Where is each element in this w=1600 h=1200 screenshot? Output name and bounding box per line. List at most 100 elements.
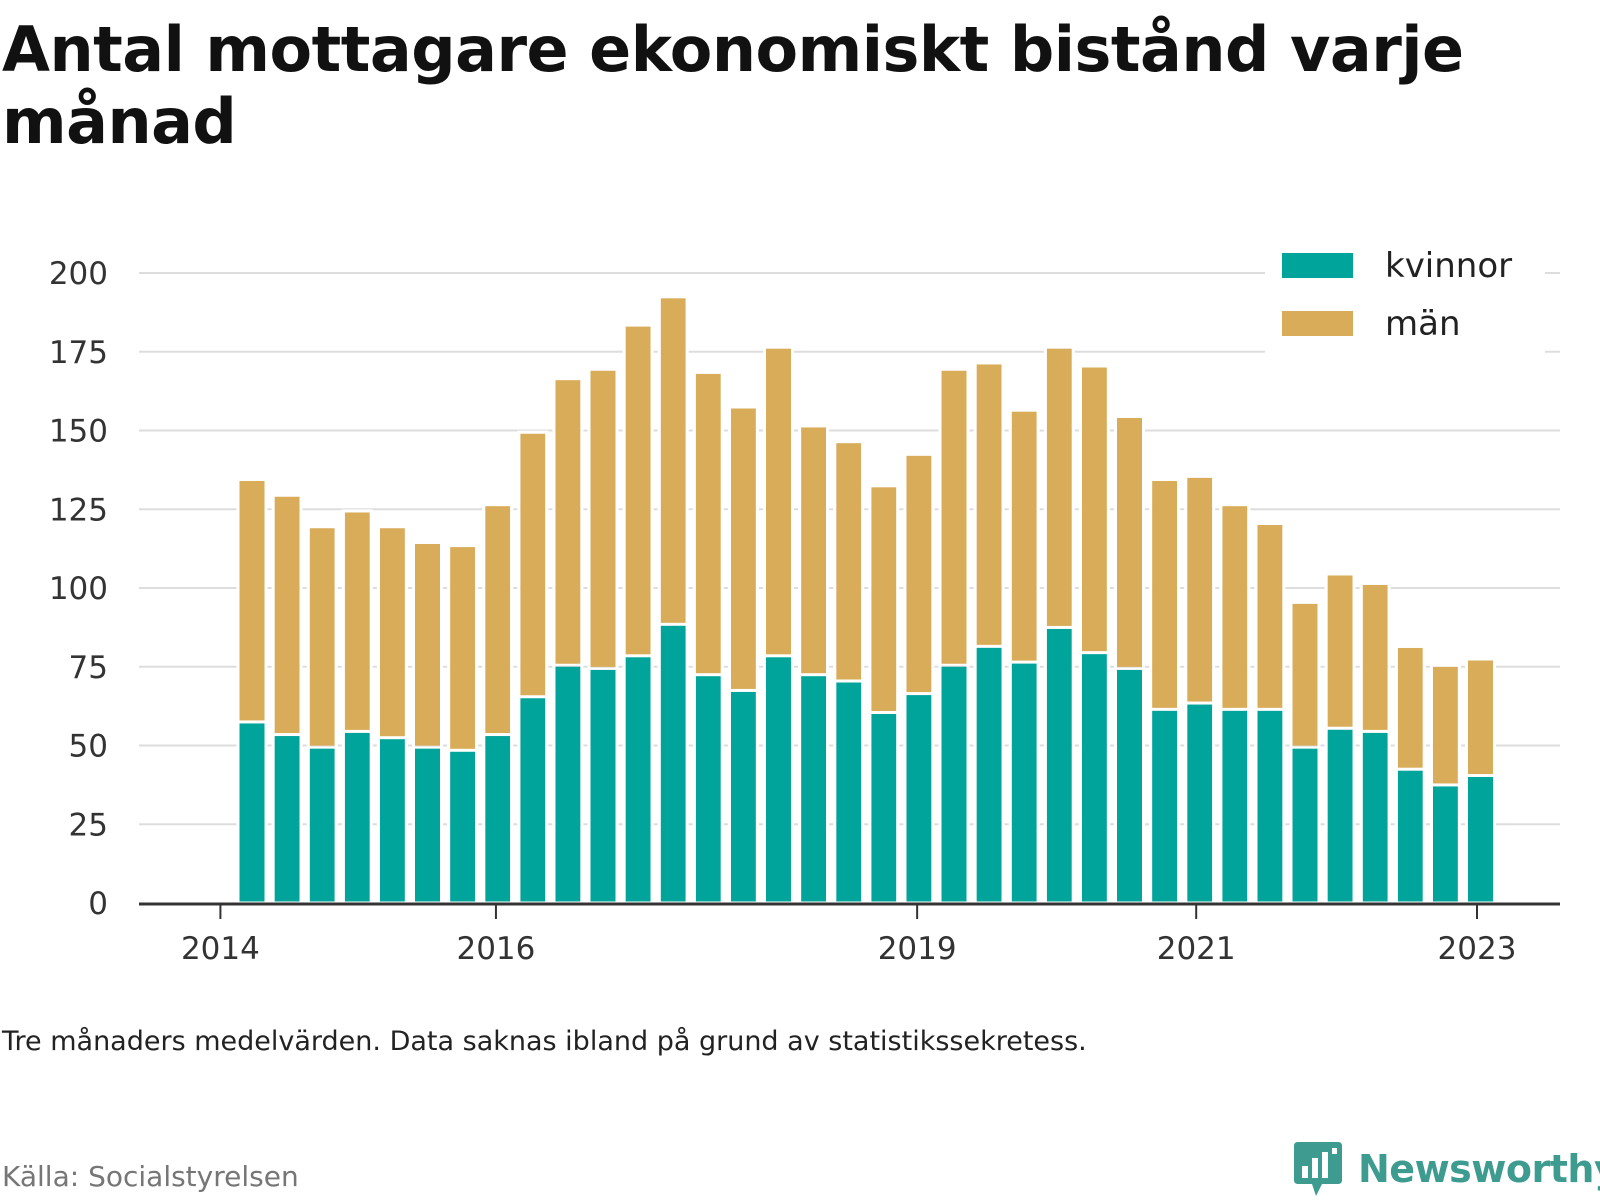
bar-man	[906, 455, 932, 693]
y-tick-label: 175	[49, 335, 108, 371]
bar-man	[415, 543, 440, 746]
bar-man	[695, 373, 721, 674]
y-tick-label: 25	[69, 807, 108, 843]
bar-kvinnor	[1432, 786, 1458, 903]
bar-man	[1222, 506, 1248, 708]
y-tick-label: 150	[49, 414, 108, 450]
bar-kvinnor	[801, 676, 827, 903]
bar-kvinnor	[1362, 732, 1388, 903]
bar-kvinnor	[415, 748, 440, 903]
chart-note: Tre månaders medelvärden. Data saknas ib…	[2, 1026, 1087, 1057]
y-tick-label: 0	[88, 886, 108, 922]
x-tick-label: 2021	[1157, 931, 1236, 967]
bar-kvinnor	[1397, 770, 1423, 903]
bar-man	[379, 528, 405, 737]
y-tick-label: 50	[69, 729, 108, 765]
bar-man	[976, 364, 1002, 645]
bar-kvinnor	[555, 666, 581, 903]
bar-man	[1292, 603, 1318, 746]
bar-kvinnor	[836, 682, 862, 903]
bar-man	[590, 370, 616, 667]
bar-kvinnor	[274, 736, 300, 903]
y-tick-label: 75	[69, 650, 108, 686]
bar-man	[485, 506, 511, 734]
bar-man	[1432, 666, 1458, 784]
x-axis: 2014 2016 2019 2021 2023	[139, 902, 1560, 967]
bar-man	[625, 326, 651, 655]
bar-man	[801, 427, 827, 674]
bar-man	[1187, 477, 1213, 702]
brand-name: Newsworthy	[1358, 1147, 1600, 1191]
bar-kvinnor	[695, 676, 721, 903]
bar-man	[520, 433, 546, 696]
bar-kvinnor	[1327, 729, 1353, 903]
bar-kvinnor	[590, 669, 616, 903]
bar-man	[239, 480, 265, 721]
bar-man	[555, 380, 581, 664]
bar-kvinnor	[660, 625, 686, 903]
bar-kvinnor	[1222, 710, 1248, 903]
bar-man	[1117, 417, 1142, 667]
bar-man	[450, 547, 476, 749]
legend-swatch-kvinnor	[1282, 253, 1353, 278]
bar-man	[1257, 525, 1283, 708]
bar-kvinnor	[766, 657, 791, 903]
chart-title: Antal mottagare ekonomiskt bistånd varje…	[2, 13, 1464, 158]
bar-man	[1011, 411, 1037, 661]
bar-kvinnor	[485, 736, 511, 903]
bar-man	[941, 370, 967, 664]
bar-man	[766, 348, 791, 655]
bar-kvinnor	[941, 666, 967, 903]
legend: kvinnor män	[1265, 238, 1545, 356]
bar-kvinnor	[976, 647, 1002, 903]
y-tick-label: 100	[49, 571, 108, 607]
bar-kvinnor	[1046, 628, 1072, 903]
bar-man	[660, 298, 686, 623]
bar-kvinnor	[1292, 748, 1318, 903]
x-tick-label: 2023	[1438, 931, 1517, 967]
bar-man	[836, 443, 862, 680]
y-tick-label: 200	[49, 256, 108, 292]
bar-kvinnor	[906, 695, 932, 903]
bar-man	[1152, 480, 1178, 708]
bar-man	[1046, 348, 1072, 626]
bar-man	[1327, 575, 1353, 727]
source-label: Källa: Socialstyrelsen	[2, 1160, 299, 1193]
bar-kvinnor	[1187, 704, 1213, 903]
bar-kvinnor	[344, 732, 370, 903]
bar-kvinnor	[309, 748, 335, 903]
bar-man	[1362, 584, 1388, 730]
x-tick-label: 2014	[181, 931, 260, 967]
bar-man	[1081, 367, 1107, 652]
brand-logo[interactable]: Newsworthy	[1292, 1140, 1600, 1198]
bar-kvinnor	[730, 691, 756, 903]
bar-kvinnor	[1117, 669, 1142, 903]
bar-kvinnor	[625, 657, 651, 903]
x-tick-label: 2016	[456, 931, 535, 967]
y-tick-label: 125	[49, 492, 108, 528]
legend-label-man: män	[1385, 304, 1461, 344]
bar-kvinnor	[1152, 710, 1178, 903]
bar-man	[1468, 660, 1493, 774]
bar-kvinnor	[1011, 663, 1037, 903]
legend-label-kvinnor: kvinnor	[1385, 246, 1512, 286]
bar-kvinnor	[1081, 654, 1107, 903]
bar-man	[274, 496, 300, 734]
newsworthy-chart-bubble-icon	[1294, 1142, 1342, 1196]
bar-man	[1397, 647, 1423, 768]
bar-man	[871, 487, 897, 711]
bar-man	[344, 512, 370, 730]
bar-kvinnor	[1468, 777, 1493, 903]
bars	[236, 295, 1496, 905]
x-tick-label: 2019	[878, 931, 957, 967]
bar-kvinnor	[379, 739, 405, 903]
bar-kvinnor	[871, 714, 897, 903]
bar-man	[309, 528, 335, 746]
bar-kvinnor	[1257, 710, 1283, 903]
bar-man	[730, 408, 756, 689]
legend-swatch-man	[1282, 311, 1353, 336]
bar-kvinnor	[239, 723, 265, 903]
bar-kvinnor	[520, 698, 546, 903]
y-axis: 0 25 50 75 100 125 150 175 200	[49, 256, 108, 922]
